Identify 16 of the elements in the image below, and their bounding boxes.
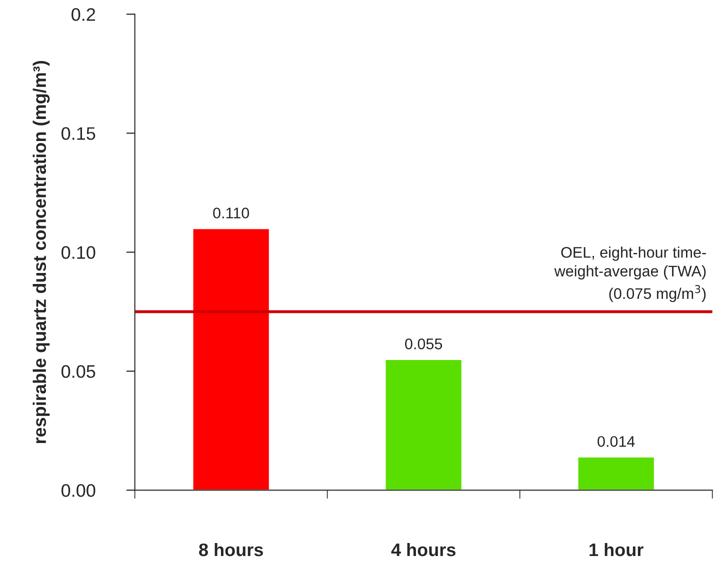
y-tick-label: 0.05 [62, 365, 96, 378]
y-axis-title: respirable quartz dust concentration (mg/m³) [32, 60, 50, 444]
data-label: 0.055 [405, 338, 442, 350]
data-label: 0.110 [213, 208, 250, 218]
y-tick-label: 0.2 [72, 8, 96, 21]
bar [576, 456, 656, 490]
y-tick-label: 0.15 [62, 127, 96, 140]
x-tick-label: 8 hours [199, 542, 263, 556]
bar [192, 228, 270, 490]
x-tick-label: 1 hour [590, 542, 644, 556]
data-label: 0.014 [598, 436, 635, 447]
y-tick-label: 0.10 [62, 246, 96, 259]
x-tick-label: 4 hours [391, 542, 456, 556]
bar [384, 358, 463, 490]
ref-line-label: OEL, eight-hour time- weight-avergae (TWA) (0.075 mg/m$^{3}$) [554, 246, 706, 302]
y-tick-label: 0.00 [62, 484, 96, 497]
